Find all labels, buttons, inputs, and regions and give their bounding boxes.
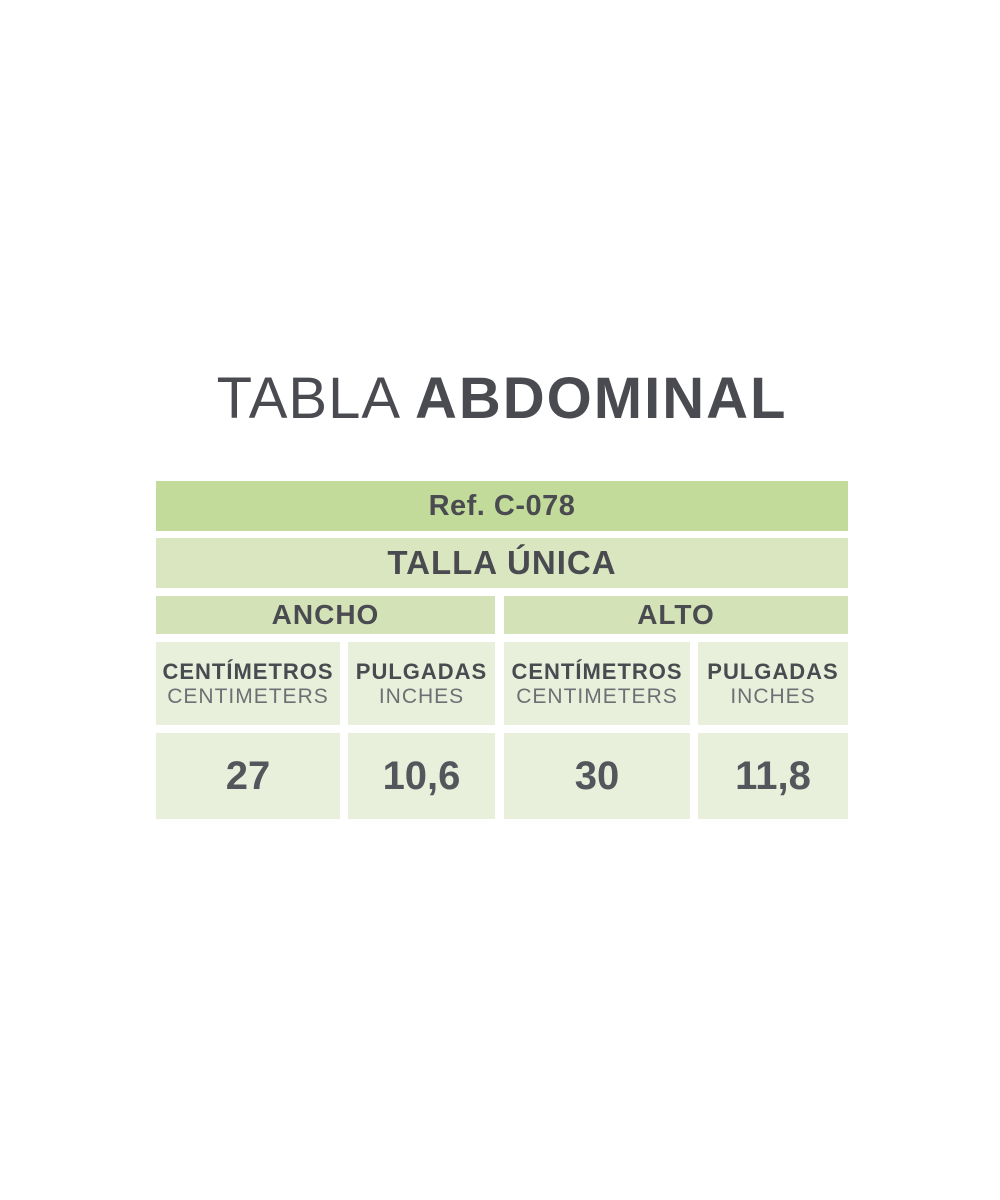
value-alto-pulgadas: 11,8 xyxy=(698,733,848,819)
title-word-abdominal: ABDOMINAL xyxy=(415,366,788,431)
value-ancho-centimetros: 27 xyxy=(156,733,340,819)
dimension-header-ancho: ANCHO xyxy=(156,596,495,634)
subheader-primary-label: PULGADAS xyxy=(707,658,839,684)
value-ancho-pulgadas: 10,6 xyxy=(348,733,495,819)
subheader-ancho-pulgadas: PULGADAS INCHES xyxy=(348,642,495,725)
subheader-alto-centimetros: CENTÍMETROS CENTIMETERS xyxy=(504,642,690,725)
subheader-secondary-label: INCHES xyxy=(730,684,816,708)
size-row: TALLA ÚNICA xyxy=(156,538,848,588)
dimension-header-alto-label: ALTO xyxy=(637,599,715,630)
subheader-secondary-label: CENTIMETERS xyxy=(516,684,678,708)
subheader-secondary-label: INCHES xyxy=(378,684,465,708)
subheader-alto-pulgadas: PULGADAS INCHES xyxy=(698,642,848,725)
reference-row: Ref. C-078 xyxy=(156,481,848,531)
value-label: 30 xyxy=(574,753,620,798)
value-label: 10,6 xyxy=(382,753,461,798)
value-label: 11,8 xyxy=(735,753,811,798)
title-word-tabla: TABLA xyxy=(216,366,402,431)
subheader-primary-label: PULGADAS xyxy=(355,658,488,684)
size-label: TALLA ÚNICA xyxy=(387,544,617,581)
subheader-primary-label: CENTÍMETROS xyxy=(511,658,683,684)
value-alto-centimetros: 30 xyxy=(504,733,690,819)
subheader-secondary-label: CENTIMETERS xyxy=(167,684,329,708)
dimension-header-ancho-label: ANCHO xyxy=(271,599,380,630)
reference-label: Ref. C-078 xyxy=(428,489,576,522)
dimension-header-alto: ALTO xyxy=(504,596,848,634)
value-label: 27 xyxy=(225,753,271,798)
page-title: TABLA ABDOMINAL xyxy=(156,370,848,428)
subheader-ancho-centimetros: CENTÍMETROS CENTIMETERS xyxy=(156,642,340,725)
subheader-primary-label: CENTÍMETROS xyxy=(162,658,334,684)
